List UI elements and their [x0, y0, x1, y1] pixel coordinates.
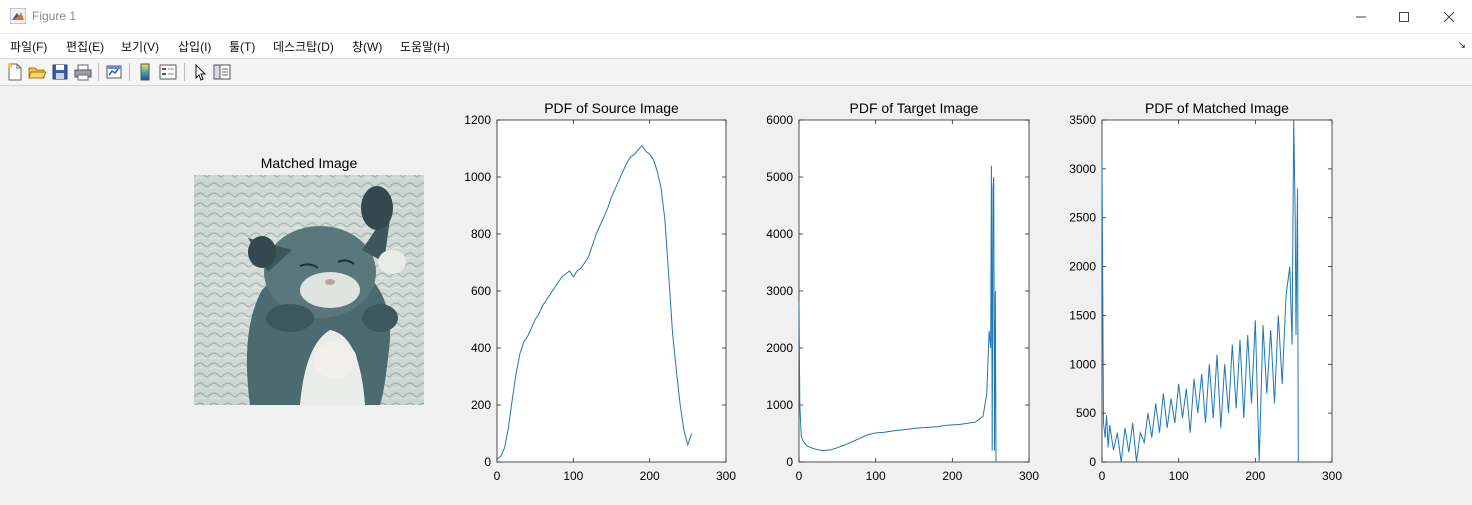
open-file-icon[interactable] — [27, 62, 47, 82]
matched-image — [194, 175, 424, 405]
x-tick-label: 0 — [494, 469, 501, 483]
minimize-icon — [1356, 16, 1366, 17]
x-tick-label: 300 — [716, 469, 736, 483]
y-tick-label: 6000 — [766, 113, 793, 127]
title-bar: Figure 1 — [0, 0, 1472, 34]
link-plot-icon[interactable] — [104, 62, 124, 82]
series-line — [1101, 119, 1299, 463]
y-tick-label: 3000 — [1069, 162, 1096, 176]
insert-legend-icon[interactable] — [158, 62, 178, 82]
menu-window[interactable]: 창(W) — [352, 40, 383, 54]
x-tick-label: 100 — [1169, 469, 1189, 483]
axes-box — [496, 119, 727, 463]
menu-help[interactable]: 도움말(H) — [400, 40, 450, 54]
close-button[interactable] — [1426, 0, 1472, 33]
x-tick-label: 300 — [1322, 469, 1342, 483]
x-tick-label: 300 — [1019, 469, 1039, 483]
series-line — [496, 144, 693, 460]
y-tick-label: 0 — [1089, 455, 1096, 469]
y-tick-label: 1500 — [1069, 308, 1096, 322]
y-tick-label: 5000 — [766, 170, 793, 184]
toolbar-separator — [98, 63, 99, 81]
close-icon — [1443, 11, 1455, 22]
y-tick-label: 2000 — [1069, 260, 1096, 274]
matlab-icon — [10, 8, 26, 24]
x-tick-label: 100 — [563, 469, 583, 483]
dock-arrow-icon[interactable]: ↘ — [1457, 40, 1466, 51]
new-figure-icon[interactable] — [5, 62, 25, 82]
y-tick-label: 800 — [471, 227, 491, 241]
menu-insert[interactable]: 삽입(I) — [178, 40, 212, 54]
menu-bar: 파일(F) 편집(E) 보기(V) 삽입(I) 툴(T) 데스크탑(D) 창(W… — [0, 34, 1472, 59]
y-tick-label: 1200 — [464, 113, 491, 127]
x-tick-label: 0 — [1099, 469, 1106, 483]
window-title: Figure 1 — [32, 9, 77, 23]
y-tick-label: 1000 — [464, 170, 491, 184]
print-icon[interactable] — [73, 62, 93, 82]
edit-plot-icon[interactable] — [190, 62, 210, 82]
x-tick-label: 200 — [1245, 469, 1265, 483]
chart-title: PDF of Source Image — [544, 100, 679, 116]
image-title: Matched Image — [261, 155, 358, 171]
toolbar-separator — [184, 63, 185, 81]
maximize-icon — [1399, 11, 1409, 22]
y-tick-label: 1000 — [1069, 357, 1096, 371]
chart-title: PDF of Matched Image — [1145, 100, 1289, 116]
menu-edit[interactable]: 편집(E) — [66, 40, 105, 54]
y-tick-label: 400 — [471, 341, 491, 355]
y-tick-label: 0 — [786, 455, 793, 469]
x-tick-label: 100 — [866, 469, 886, 483]
menu-tools[interactable]: 툴(T) — [229, 40, 256, 54]
x-tick-label: 0 — [796, 469, 803, 483]
chart-title: PDF of Target Image — [850, 100, 979, 116]
y-tick-label: 200 — [471, 398, 491, 412]
menu-view[interactable]: 보기(V) — [121, 40, 160, 54]
toolbar-separator — [129, 63, 130, 81]
y-tick-label: 2000 — [766, 341, 793, 355]
chart-1: PDF of Source Image 0 100 200 300 0 200 400 600 8… — [464, 100, 736, 483]
y-tick-label: 1000 — [766, 398, 793, 412]
y-tick-label: 500 — [1076, 406, 1096, 420]
property-inspector-icon[interactable] — [212, 62, 232, 82]
y-tick-label: 3000 — [766, 284, 793, 298]
x-tick-label: 200 — [640, 469, 660, 483]
x-tick-label: 200 — [942, 469, 962, 483]
y-tick-label: 3500 — [1069, 113, 1096, 127]
y-tick-label: 0 — [484, 455, 491, 469]
series-line — [798, 165, 997, 463]
minimize-button[interactable] — [1338, 0, 1384, 33]
menu-desktop[interactable]: 데스크탑(D) — [273, 40, 334, 54]
save-icon[interactable] — [50, 62, 70, 82]
maximize-button[interactable] — [1381, 0, 1427, 33]
y-tick-label: 2500 — [1069, 211, 1096, 225]
y-tick-label: 4000 — [766, 227, 793, 241]
menu-file[interactable]: 파일(F) — [10, 40, 48, 54]
insert-colorbar-icon[interactable] — [135, 62, 155, 82]
figure-toolbar — [0, 59, 1472, 86]
y-tick-label: 600 — [471, 284, 491, 298]
